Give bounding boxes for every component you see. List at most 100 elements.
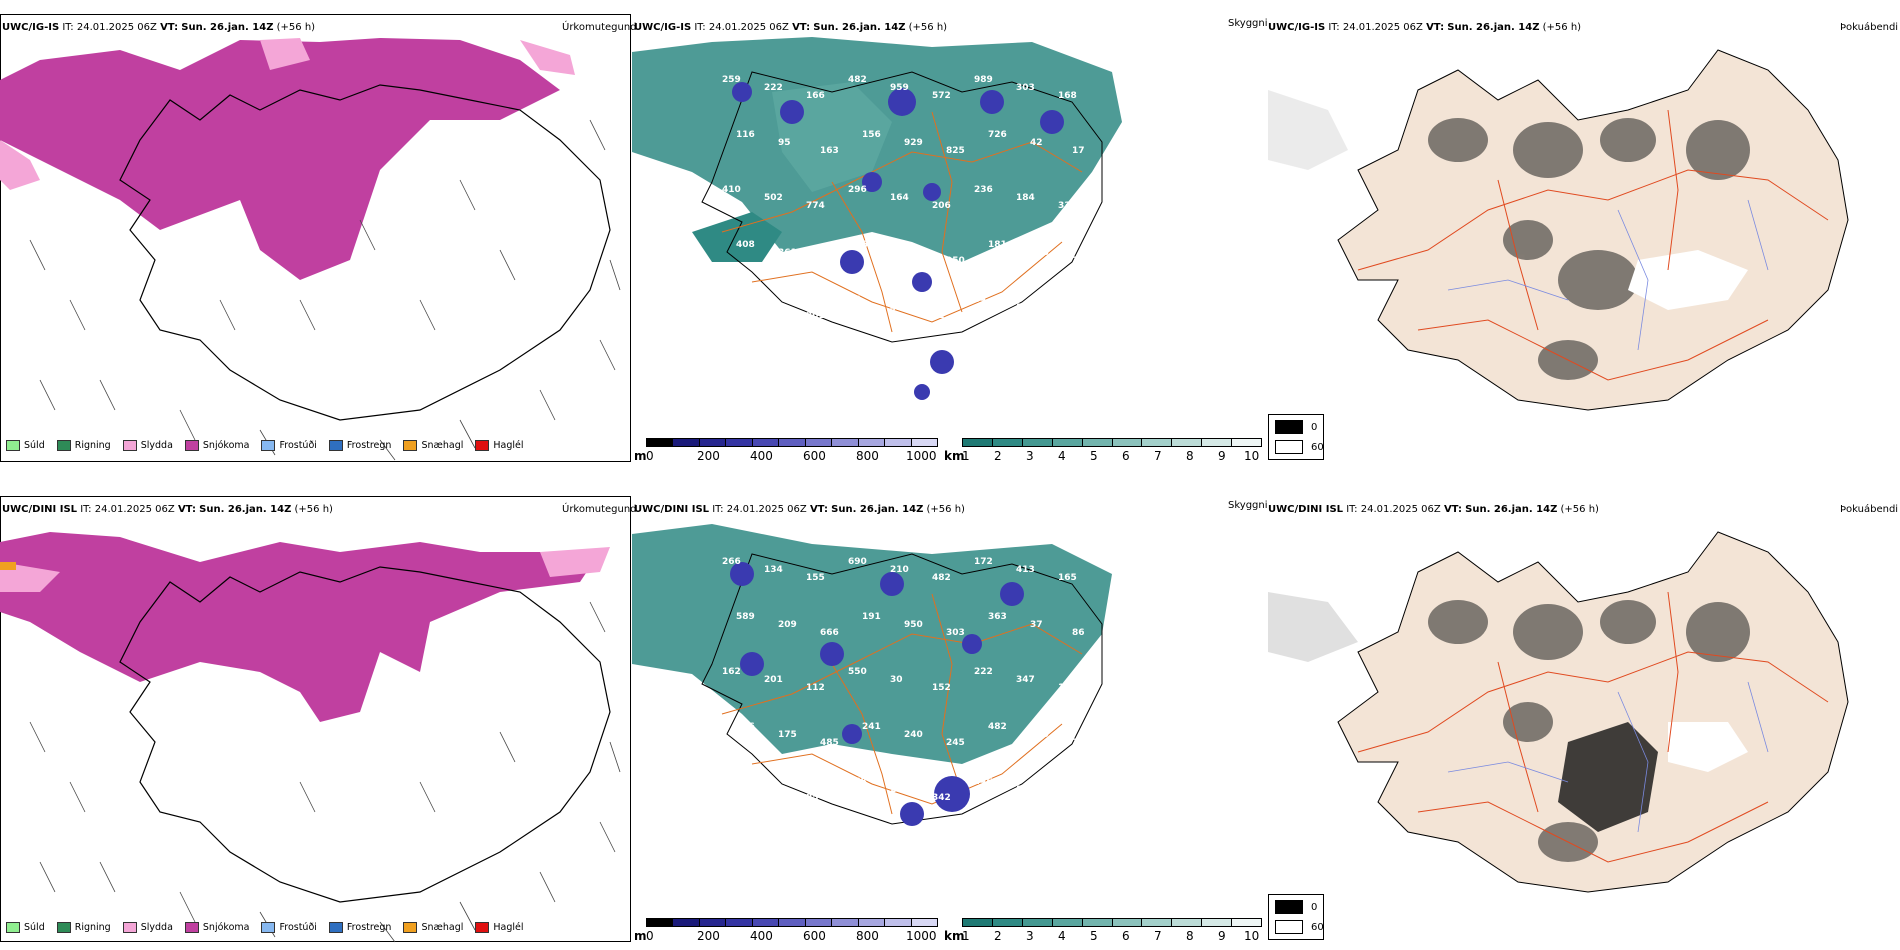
visibility-tick: 2	[994, 449, 1002, 463]
vt-label: VT:	[1443, 504, 1462, 515]
fog-index-map	[1268, 49, 1849, 411]
it-label: IT:	[1346, 504, 1358, 515]
visibility-tick: 3	[1026, 929, 1034, 943]
elevation-label: 572	[932, 91, 951, 101]
row-1: UWC/IG-IS IT: 24.01.2025 06Z VT: Sun. 26…	[0, 0, 1900, 470]
legend-label: Snjókoma	[202, 922, 250, 933]
legend-item: Haglél	[475, 440, 524, 451]
model-name: UWC/DINI ISL	[2, 504, 78, 515]
elevation-label: 774	[806, 201, 825, 211]
elevation-label: 589	[736, 612, 755, 622]
vt-label: VT:	[792, 22, 811, 33]
legend-item: Frostúði	[261, 440, 317, 451]
it-label: IT:	[62, 22, 74, 33]
it-label: IT:	[80, 504, 92, 515]
elevation-unit: m	[634, 929, 647, 943]
model-name: UWC/DINI ISL	[1268, 504, 1344, 515]
elevation-tick: 200	[697, 929, 720, 943]
elevation-label: 119	[862, 832, 881, 842]
model-name: UWC/DINI ISL	[634, 504, 710, 515]
fog-legend: 0 60	[1268, 894, 1324, 940]
lead-time: (+56 h)	[908, 22, 948, 33]
elevation-label: 34	[974, 295, 987, 305]
elevation-label: 485	[820, 738, 839, 748]
elevation-label: 165	[1058, 573, 1077, 583]
elevation-label: 163	[820, 146, 839, 156]
elevation-label: 446	[974, 777, 993, 787]
panel-header: UWC/IG-IS IT: 24.01.2025 06Z VT: Sun. 26…	[1268, 22, 1581, 33]
visibility-tick: 1	[962, 929, 970, 943]
visibility-tick: 7	[1154, 929, 1162, 943]
elevation-label: 278	[1030, 248, 1049, 258]
legend-label: Rigning	[74, 922, 111, 933]
elevation-label: 236	[974, 185, 993, 195]
elevation-label: 259	[722, 75, 741, 85]
elevation-label: 303	[1016, 83, 1035, 93]
fog-legend-label: 0	[1311, 901, 1318, 913]
legend-label: Rigning	[74, 440, 111, 451]
elevation-label: 130	[778, 840, 797, 850]
visibility-unit: km	[944, 929, 965, 943]
fog-legend-label: 60	[1311, 921, 1324, 933]
visibility-tick: 10	[1244, 449, 1260, 463]
elevation-label: 222	[764, 83, 783, 93]
elevation-label: 45	[946, 848, 959, 858]
elevation-label: 56	[862, 240, 875, 250]
elevation-label: 16	[988, 832, 1001, 842]
fog-swatch-icon	[1275, 420, 1303, 434]
elevation-label: 191	[862, 612, 881, 622]
it-value: 24.01.2025 06Z	[76, 22, 157, 33]
legend-item: Frostregn	[328, 922, 391, 933]
vt-value: Sun. 26.jan. 14Z	[1465, 504, 1558, 515]
visibility-map: 266 134 155 690 210 482 172 413 165 589 209 666 191 9…	[632, 524, 1112, 858]
vt-value: Sun. 26.jan. 14Z	[813, 22, 906, 33]
legend-item: Slydda	[122, 922, 173, 933]
elevation-label: 98	[904, 840, 917, 850]
legend-label: Frostúði	[279, 440, 317, 451]
elevation-label: 413	[1016, 565, 1035, 575]
elevation-label: 408	[736, 240, 755, 250]
visibility-tick: 9	[1218, 929, 1226, 943]
elevation-tick: 0	[646, 449, 654, 463]
elevation-label: 152	[932, 683, 951, 693]
elevation-label: 209	[778, 620, 797, 630]
elevation-label: 46	[848, 295, 861, 305]
elevation-label: 30	[890, 675, 903, 685]
precip-type-panel	[0, 14, 631, 462]
elevation-label: 37	[1030, 620, 1043, 630]
precip-type-title: Úrkomutegund	[562, 22, 637, 33]
elevation-tick: 1000	[906, 929, 937, 943]
fog-swatch-icon	[1275, 900, 1303, 914]
visibility-tick: 8	[1186, 929, 1194, 943]
legend-label: Frostregn	[346, 440, 392, 451]
legend-swatch-icon	[122, 440, 137, 451]
vt-value: Sun. 26.jan. 14Z	[831, 504, 924, 515]
elevation-label: 410	[722, 185, 741, 195]
elevation-label: 164	[890, 193, 909, 203]
visibility-colorbar	[962, 918, 1262, 927]
elevation-label: 113	[820, 848, 839, 858]
legend-swatch-icon	[184, 440, 199, 451]
model-name: UWC/IG-IS	[2, 22, 60, 33]
legend-item: Haglél	[475, 922, 524, 933]
elevation-label: 240	[904, 730, 923, 740]
vt-label: VT:	[809, 504, 828, 515]
elevation-labels: 259 222 166 482 959 572 989 303 168 116 95 163 156 92…	[722, 75, 1091, 321]
legend-swatch-icon	[328, 440, 343, 451]
elevation-label: 482	[988, 722, 1007, 732]
fog-legend-label: 0	[1311, 421, 1318, 433]
legend-item: Snæhagl	[403, 922, 463, 933]
elevation-label: 184	[1016, 193, 1035, 203]
elevation-label: 155	[722, 295, 741, 305]
legend-swatch-icon	[261, 922, 276, 933]
model-name: UWC/IG-IS	[634, 22, 692, 33]
visibility-title: Skyggni	[1228, 18, 1268, 29]
lead-time: (+56 h)	[1542, 22, 1582, 33]
elevation-label: 667	[904, 248, 923, 258]
visibility-tick: 1	[962, 449, 970, 463]
elevation-label: 363	[988, 612, 1007, 622]
elevation-label: 296	[848, 185, 867, 195]
precip-legend: Súld Rigning Slydda Snjókoma Frostúði Fr…	[6, 440, 524, 451]
elevation-label: 84	[1058, 311, 1071, 321]
elevation-tick: 200	[697, 449, 720, 463]
